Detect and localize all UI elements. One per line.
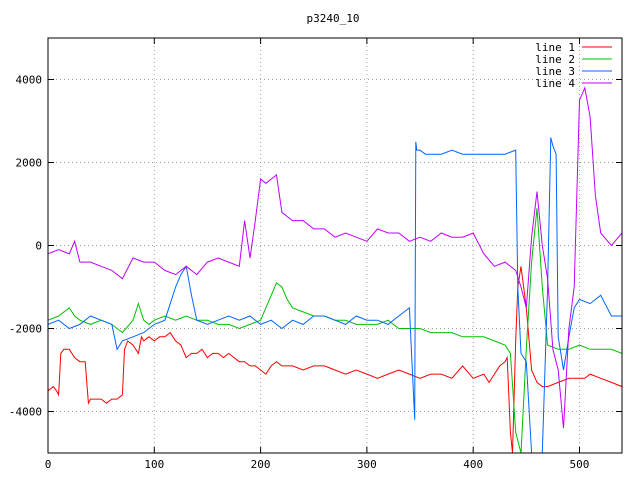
y-tick-label: 0 [35,240,42,253]
grid [48,38,622,453]
series-lines [48,86,622,453]
y-tick-label: -4000 [9,406,42,419]
y-axis-ticks: -4000 -2000 0 2000 4000 [9,74,622,419]
x-tick-label: 0 [45,458,52,471]
y-tick-label: 2000 [16,157,43,170]
chart-title: p3240_10 [307,12,360,25]
series-line-2 [48,208,622,453]
series-line-4 [48,86,622,429]
legend-label: line 1 [535,41,575,54]
x-tick-label: 100 [144,458,164,471]
y-tick-label: 4000 [16,74,43,87]
series-line-3 [48,137,622,453]
x-tick-label: 500 [570,458,590,471]
y-tick-label: -2000 [9,323,42,336]
x-tick-label: 200 [251,458,271,471]
legend-label: line 2 [535,53,575,66]
x-tick-label: 400 [463,458,483,471]
x-axis-ticks: 0 100 200 300 400 500 [45,38,590,471]
legend-label: line 4 [535,77,575,90]
x-tick-label: 300 [357,458,377,471]
series-line-1 [48,266,622,453]
legend-label: line 3 [535,65,575,78]
plot-frame [47,37,623,454]
